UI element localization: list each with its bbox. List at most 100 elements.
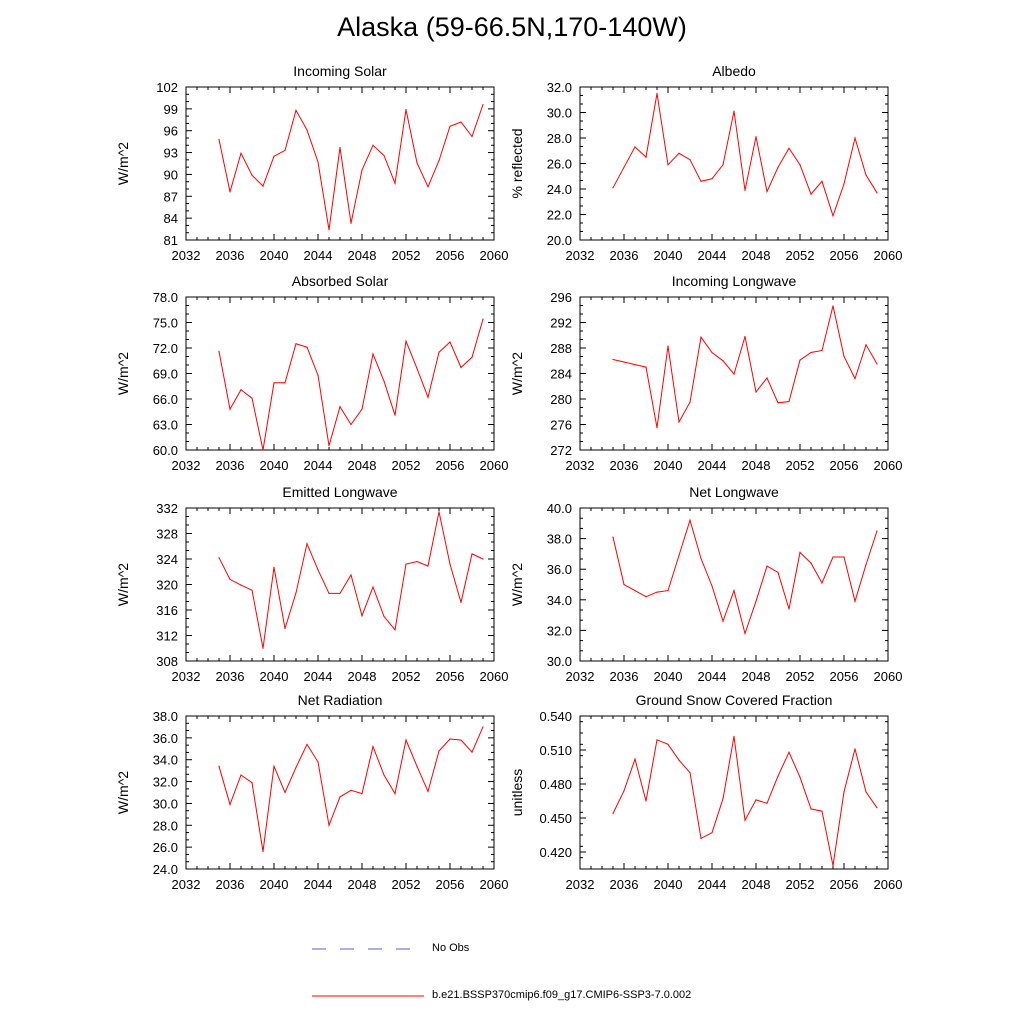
data-point (273, 566, 275, 568)
data-point (405, 739, 407, 741)
data-point (339, 592, 341, 595)
data-point (612, 812, 614, 815)
x-tick-label: 2048 (742, 248, 771, 263)
data-point (612, 187, 614, 189)
data-point (865, 564, 867, 566)
y-tick-label: 69.0 (153, 367, 178, 382)
x-tick-label: 2044 (304, 669, 333, 684)
chart-title: Ground Snow Covered Fraction (636, 692, 833, 708)
x-tick-label: 2056 (830, 877, 859, 892)
y-axis-label: W/m^2 (115, 563, 131, 606)
data-point (832, 215, 834, 217)
chart-panel: 2032 2036 2040 2044 2048 2052 2056 2060 0.420 0.4… (509, 692, 902, 892)
data-point (634, 146, 636, 148)
data-point (416, 765, 418, 767)
y-tick-label: 87 (164, 189, 178, 204)
data-point (317, 374, 319, 376)
x-tick-label: 2044 (304, 458, 333, 473)
data-point (777, 166, 779, 168)
y-tick-label: 26.0 (153, 840, 178, 855)
data-point (449, 341, 451, 343)
data-point (722, 798, 724, 800)
legend-label: No Obs (432, 942, 470, 954)
x-tick-label: 2060 (480, 458, 509, 473)
y-tick-label: 96 (164, 124, 178, 139)
data-point (876, 530, 878, 532)
data-point (295, 766, 297, 768)
data-point (700, 837, 702, 840)
y-tick-label: 78.0 (153, 290, 178, 305)
x-tick-label: 2032 (172, 669, 201, 684)
data-point (766, 802, 768, 804)
data-point (755, 799, 757, 801)
x-tick-label: 2052 (786, 669, 815, 684)
series-line (612, 93, 878, 218)
data-point (471, 135, 473, 138)
data-point (284, 149, 286, 151)
data-point (623, 790, 625, 792)
data-point (667, 743, 669, 745)
data-point (361, 792, 363, 795)
data-point (810, 193, 812, 195)
x-tick-label: 2032 (566, 669, 595, 684)
x-tick-label: 2040 (260, 458, 289, 473)
y-tick-label: 32.0 (153, 775, 178, 790)
data-point (251, 589, 253, 591)
y-tick-label: 99 (164, 102, 178, 117)
data-point (449, 738, 451, 740)
data-point (689, 519, 691, 521)
data-point (306, 346, 308, 348)
data-point (810, 808, 812, 810)
data-point (744, 335, 746, 338)
data-point (656, 427, 658, 429)
data-point (766, 377, 768, 379)
y-tick-label: 328 (156, 527, 178, 542)
data-point (449, 125, 451, 127)
data-point (438, 159, 440, 162)
data-point (843, 556, 845, 558)
data-point (755, 391, 757, 393)
chart-title: Incoming Solar (293, 63, 387, 79)
data-point (383, 154, 385, 157)
y-tick-label: 284 (550, 367, 572, 382)
data-point (744, 189, 746, 191)
x-tick-label: 2036 (610, 877, 639, 892)
data-point (218, 138, 220, 141)
chart-title: Emitted Longwave (282, 484, 397, 500)
data-point (328, 445, 330, 447)
x-tick-label: 2052 (392, 669, 421, 684)
y-tick-label: 36.0 (153, 731, 178, 746)
y-tick-label: 66.0 (153, 392, 178, 407)
data-point (273, 765, 275, 767)
x-tick-label: 2048 (742, 877, 771, 892)
data-point (744, 632, 746, 635)
data-point (832, 556, 834, 558)
x-tick-label: 2060 (874, 669, 903, 684)
y-tick-label: 30.0 (547, 654, 572, 669)
y-tick-label: 0.510 (539, 743, 572, 758)
data-point (755, 136, 757, 138)
data-point (460, 121, 462, 123)
data-point (438, 511, 440, 513)
data-point (229, 578, 231, 581)
data-point (460, 366, 462, 369)
y-tick-label: 0.540 (539, 709, 572, 724)
data-point (218, 557, 220, 559)
data-point (876, 807, 878, 809)
data-point (339, 406, 341, 408)
series-line (218, 104, 484, 230)
data-point (350, 423, 352, 426)
data-point (229, 191, 231, 193)
data-point (733, 110, 735, 112)
data-point (295, 109, 297, 111)
data-point (251, 782, 253, 784)
y-tick-label: 332 (156, 501, 178, 516)
chart-title: Incoming Longwave (672, 273, 797, 289)
y-tick-label: 63.0 (153, 418, 178, 433)
data-point (427, 186, 429, 188)
x-tick-label: 2060 (480, 669, 509, 684)
data-point (678, 759, 680, 761)
data-point (449, 563, 451, 565)
y-tick-label: 324 (156, 552, 178, 567)
series-line (218, 318, 484, 451)
